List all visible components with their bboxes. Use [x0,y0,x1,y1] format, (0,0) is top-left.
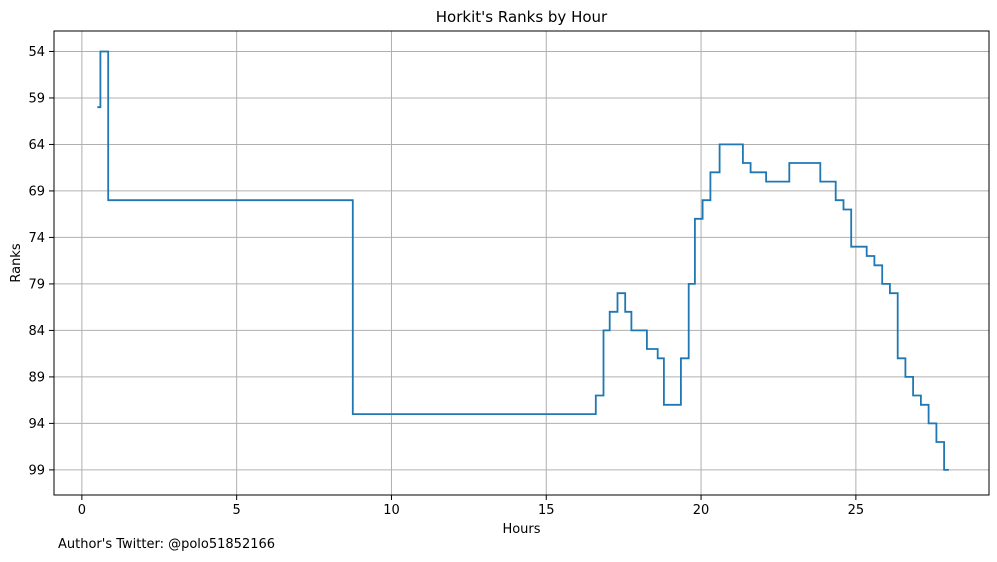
y-tick-label: 89 [28,370,45,385]
x-axis-label: Hours [502,522,540,537]
y-tick-label: 74 [28,231,45,246]
y-axis-label: Ranks [9,243,24,282]
rank-step-line [97,50,949,471]
grid-lines [54,31,989,495]
y-tick-label: 79 [28,277,45,292]
x-tick-label: 15 [538,503,555,518]
x-tick-label: 20 [693,503,710,518]
author-twitter-note: Author's Twitter: @polo51852166 [58,537,276,552]
x-tick-label: 10 [383,503,400,518]
series-layer [97,50,949,471]
x-tick-label: 25 [848,503,865,518]
y-tick-label: 69 [28,184,45,199]
y-tick-label: 94 [28,417,45,432]
x-tick-label: 0 [78,503,86,518]
y-tick-label: 84 [28,324,45,339]
x-tick-label: 5 [233,503,241,518]
y-tick-label: 54 [28,45,45,60]
chart-title: Horkit's Ranks by Hour [436,8,608,26]
y-tick-label: 59 [28,91,45,106]
y-tick-label: 99 [28,463,45,478]
y-tick-label: 64 [28,138,45,153]
plot-frame [53,30,990,496]
y-axis-ticks: 54 59 64 69 74 79 84 89 94 99 [28,45,54,478]
x-axis-ticks: 0 5 10 15 20 25 [78,495,864,518]
